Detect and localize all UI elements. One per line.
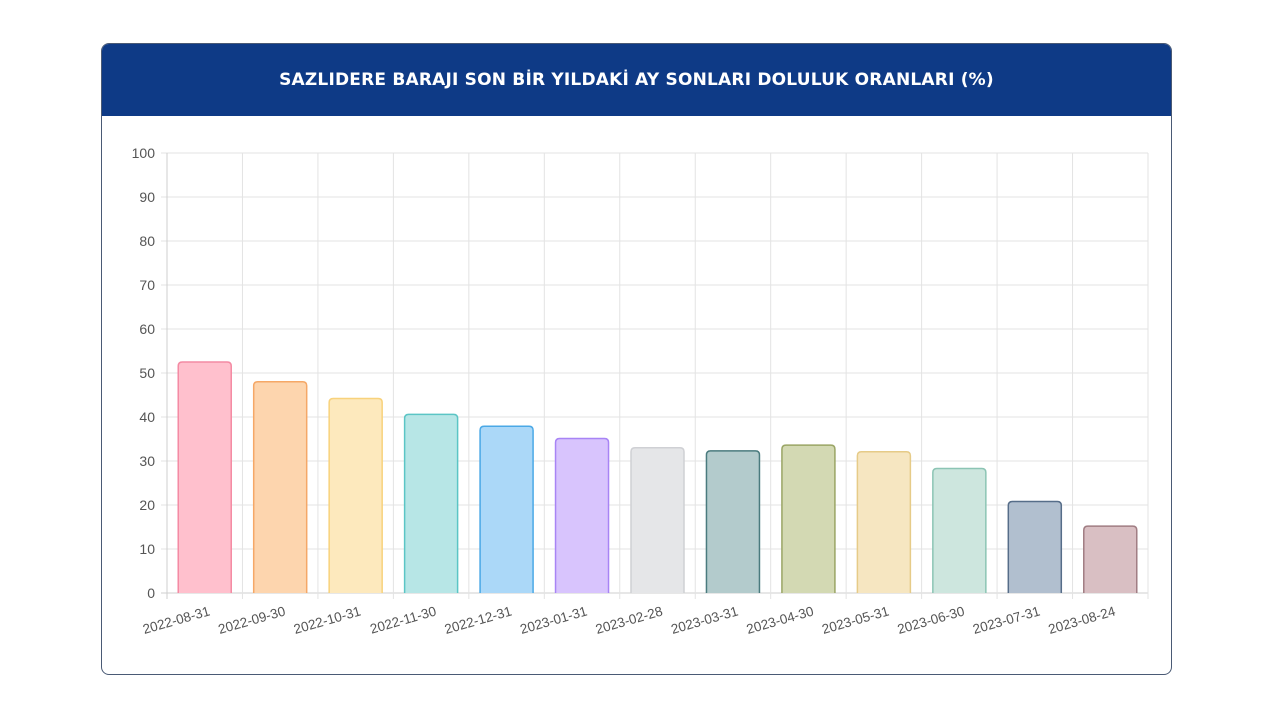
bar-2023-05-31 xyxy=(856,451,912,593)
x-tick-label: 2023-01-31 xyxy=(518,603,589,636)
x-tick-label: 2023-02-28 xyxy=(594,603,665,636)
y-tick-label: 50 xyxy=(139,365,155,381)
x-tick-label: 2023-03-31 xyxy=(669,603,740,636)
bar-2023-02-28 xyxy=(630,447,685,593)
y-tick-label: 20 xyxy=(139,497,155,513)
y-tick-label: 70 xyxy=(139,277,155,293)
y-tick-label: 40 xyxy=(139,409,155,425)
bar-2023-01-31 xyxy=(554,437,610,593)
bar-2023-04-30 xyxy=(781,444,836,593)
bar-2023-06-30 xyxy=(932,467,987,593)
bar-2022-09-30 xyxy=(252,381,308,593)
chart-header: SAZLIDERE BARAJI SON BİR YILDAKİ AY SONL… xyxy=(102,44,1171,116)
y-tick-label: 80 xyxy=(139,233,155,249)
x-tick-label: 2022-12-31 xyxy=(443,603,514,636)
bar-2023-03-31 xyxy=(705,450,761,593)
y-tick-label: 100 xyxy=(132,145,156,161)
x-tick-label: 2023-07-31 xyxy=(971,603,1042,636)
bar-2022-12-31 xyxy=(479,425,534,593)
x-tick-label: 2022-08-31 xyxy=(141,603,212,636)
x-tick-label: 2022-11-30 xyxy=(368,603,438,636)
x-tick-label: 2022-10-31 xyxy=(292,603,363,636)
bar-2023-07-31 xyxy=(1007,500,1063,593)
chart-title: SAZLIDERE BARAJI SON BİR YILDAKİ AY SONL… xyxy=(279,70,994,90)
bar-2022-10-31 xyxy=(328,397,383,593)
bar-2022-11-30 xyxy=(403,413,459,593)
y-tick-label: 60 xyxy=(139,321,155,337)
y-tick-label: 90 xyxy=(139,189,155,205)
bar-2023-08-24 xyxy=(1083,525,1138,593)
x-tick-label: 2023-05-31 xyxy=(820,603,891,636)
bar-2022-08-31 xyxy=(177,361,232,593)
y-tick-label: 10 xyxy=(139,541,155,557)
y-tick-label: 30 xyxy=(139,453,155,469)
x-tick-label: 2023-04-30 xyxy=(745,603,816,636)
x-tick-label: 2022-09-30 xyxy=(216,603,287,636)
x-tick-label: 2023-06-30 xyxy=(896,603,967,636)
x-tick-label: 2023-08-24 xyxy=(1047,603,1118,637)
y-tick-label: 0 xyxy=(147,585,155,601)
